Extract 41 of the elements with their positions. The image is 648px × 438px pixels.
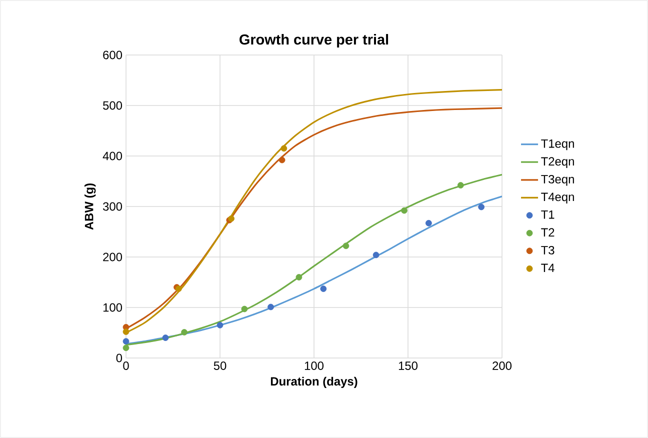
legend-label: T2 bbox=[541, 228, 554, 237]
point bbox=[122, 344, 130, 352]
point bbox=[122, 328, 130, 335]
point bbox=[122, 338, 130, 345]
y-tick-label: 400 bbox=[102, 152, 122, 160]
legend-label: T1eqn bbox=[541, 139, 574, 150]
point bbox=[342, 242, 350, 250]
point bbox=[372, 252, 380, 258]
y-tick-label: 600 bbox=[103, 50, 122, 60]
y-axis-title: ABW (g) bbox=[84, 184, 96, 230]
chart-title: Growth curve per trial bbox=[240, 34, 388, 48]
point bbox=[320, 286, 327, 292]
point bbox=[280, 145, 288, 152]
legend-label: T1 bbox=[541, 210, 554, 219]
point bbox=[425, 220, 432, 226]
point bbox=[216, 322, 224, 328]
x-tick-label: 100 bbox=[304, 362, 324, 370]
y-tick-label: 200 bbox=[103, 252, 122, 262]
y-tick-label: 300 bbox=[102, 202, 122, 211]
y-tick-label: 100 bbox=[103, 303, 122, 312]
point bbox=[181, 329, 188, 336]
point bbox=[162, 334, 169, 341]
legend-label: T4 bbox=[541, 264, 554, 272]
x-tick-label: 150 bbox=[398, 362, 418, 370]
x-axis-title: Duration (days) bbox=[270, 376, 358, 388]
x-tick-label: 50 bbox=[214, 362, 226, 370]
y-tick-label: 500 bbox=[103, 101, 122, 110]
legend-label: T4eqn bbox=[541, 192, 574, 204]
legend-label: T3 bbox=[541, 246, 554, 254]
point bbox=[268, 304, 274, 310]
x-tick-label: 0 bbox=[123, 362, 129, 370]
point bbox=[401, 207, 408, 214]
point bbox=[457, 182, 464, 188]
point bbox=[241, 306, 248, 312]
point bbox=[296, 274, 302, 280]
point bbox=[278, 156, 286, 164]
point bbox=[478, 204, 485, 210]
y-tick-label: 0 bbox=[116, 354, 122, 362]
x-tick-label: 200 bbox=[492, 362, 512, 370]
legend-label: T2eqn bbox=[541, 157, 574, 168]
legend-label: T3eqn bbox=[541, 174, 574, 186]
